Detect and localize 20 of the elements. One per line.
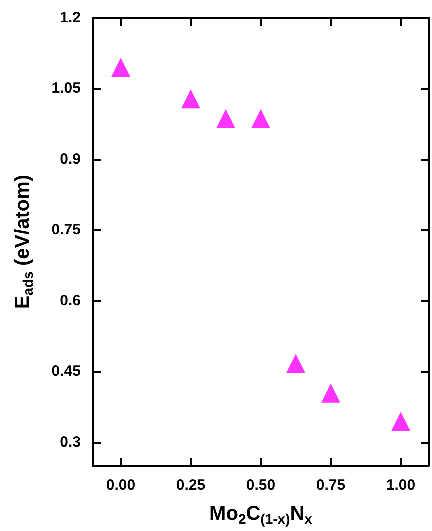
y-tick-label: 0.9	[60, 150, 81, 168]
point	[216, 109, 236, 128]
x-tick-label: 0.50	[246, 477, 276, 494]
point	[322, 384, 340, 403]
point	[286, 354, 306, 374]
y-tick-label: 1.2	[60, 10, 81, 26]
y-axis-title: Eads (eV/atom)	[12, 174, 36, 310]
x-tick-label: 0.25	[176, 477, 206, 494]
y-tick-label: 0.3	[60, 434, 81, 451]
x-tick-label: 0.00	[106, 477, 136, 494]
point	[182, 90, 200, 109]
y-tick-label: 0.6	[60, 292, 81, 310]
x-tick-label: 1.00	[386, 477, 416, 494]
point	[112, 58, 130, 78]
point	[392, 412, 410, 432]
y-tick-label: 0.45	[52, 363, 81, 380]
y-tick-label: 0.75	[52, 222, 81, 239]
y-tick-label: 1.05	[52, 80, 81, 98]
x-tick-label: 0.75	[316, 477, 346, 494]
point	[252, 109, 270, 128]
